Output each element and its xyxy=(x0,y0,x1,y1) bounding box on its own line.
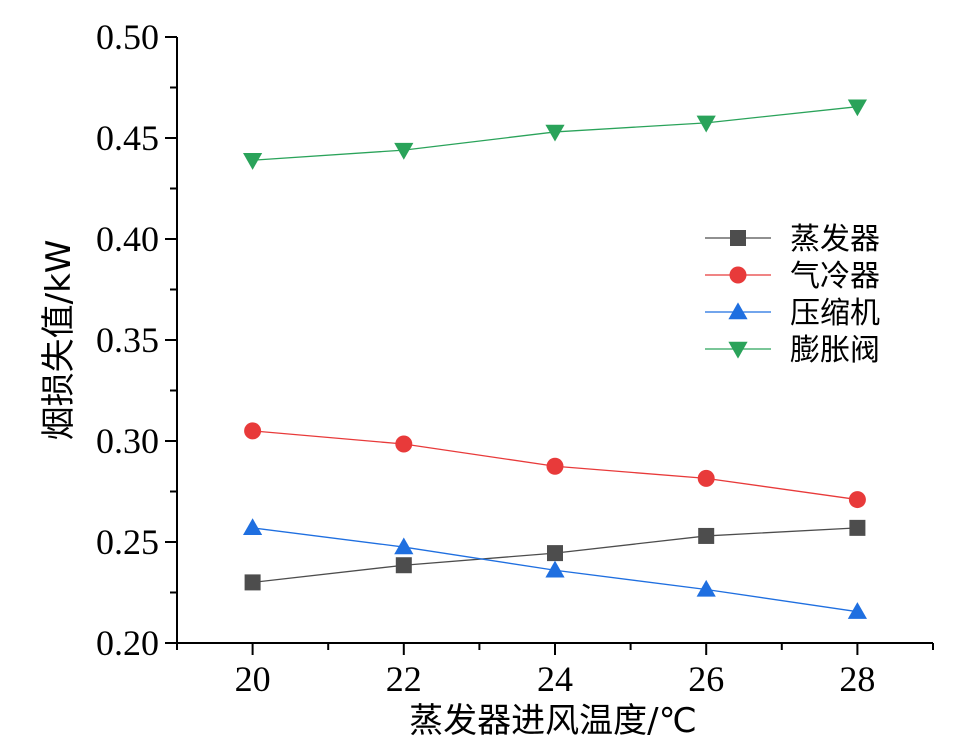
axes: 0.20 0.25 0.30 0.35 0.40 0.45 0.50 20 22 24 26 28 xyxy=(96,17,934,699)
data-point xyxy=(545,560,565,578)
data-point xyxy=(244,422,262,440)
y-tick-label: 0.45 xyxy=(96,118,159,158)
data-point xyxy=(696,579,716,597)
y-tick-label: 0.25 xyxy=(96,522,159,562)
data-point xyxy=(395,557,412,574)
y-tick-label: 0.50 xyxy=(96,17,159,57)
legend-marker xyxy=(730,230,746,246)
y-tick-label: 0.40 xyxy=(96,219,159,259)
data-point xyxy=(696,115,716,133)
data-point xyxy=(243,153,263,170)
data-point xyxy=(244,574,261,591)
legend-marker xyxy=(728,302,748,320)
data-point xyxy=(394,142,414,160)
y-tick-label: 0.20 xyxy=(96,623,159,663)
legend-label: 气冷器 xyxy=(790,259,880,294)
data-point xyxy=(243,518,263,536)
data-point xyxy=(698,527,715,544)
legend-item: 膨胀阀 xyxy=(705,333,880,368)
legend-item: 蒸发器 xyxy=(705,222,880,257)
legend-label: 蒸发器 xyxy=(790,222,880,257)
data-point xyxy=(395,435,413,453)
data-point xyxy=(849,519,866,536)
series-3 xyxy=(243,518,867,619)
data-point xyxy=(848,491,866,509)
data-point xyxy=(546,457,564,475)
legend-label: 压缩机 xyxy=(790,296,880,331)
legend-item: 气冷器 xyxy=(705,259,880,294)
legend-label: 膨胀阀 xyxy=(790,333,880,368)
data-point xyxy=(394,537,414,555)
legend-item: 压缩机 xyxy=(705,296,880,331)
x-tick-label: 20 xyxy=(235,659,271,699)
x-tick-label: 22 xyxy=(386,659,422,699)
x-axis-title: 蒸发器进风温度/℃ xyxy=(409,701,697,741)
data-point xyxy=(697,469,715,487)
data-point xyxy=(545,124,565,142)
series-2 xyxy=(244,422,866,509)
y-tick-label: 0.30 xyxy=(96,421,159,461)
x-tick-label: 26 xyxy=(688,659,724,699)
series-layer xyxy=(243,99,867,619)
y-axis-title: 烟损失值/kW xyxy=(39,240,79,441)
legend-marker xyxy=(729,266,747,284)
data-point xyxy=(547,545,563,562)
y-tick-label: 0.35 xyxy=(96,320,159,360)
series-1 xyxy=(244,519,866,591)
data-point xyxy=(847,99,867,117)
series-4 xyxy=(243,99,867,170)
legend-marker xyxy=(728,341,748,359)
x-tick-label: 28 xyxy=(839,659,875,699)
x-tick-label: 24 xyxy=(537,659,573,699)
data-point xyxy=(847,602,867,619)
